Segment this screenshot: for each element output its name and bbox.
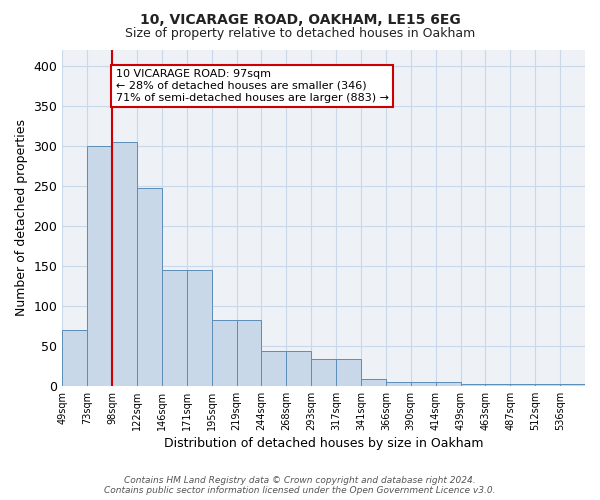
Bar	[361, 380, 386, 386]
Bar	[436, 382, 461, 386]
X-axis label: Distribution of detached houses by size in Oakham: Distribution of detached houses by size …	[164, 437, 484, 450]
Bar	[236, 320, 262, 386]
Bar	[386, 382, 411, 386]
Bar	[262, 350, 286, 386]
Bar	[137, 188, 162, 386]
Bar	[461, 384, 485, 386]
Bar	[87, 146, 112, 386]
Y-axis label: Number of detached properties: Number of detached properties	[15, 120, 28, 316]
Text: 10, VICARAGE ROAD, OAKHAM, LE15 6EG: 10, VICARAGE ROAD, OAKHAM, LE15 6EG	[140, 12, 460, 26]
Text: Size of property relative to detached houses in Oakham: Size of property relative to detached ho…	[125, 28, 475, 40]
Bar	[162, 270, 187, 386]
Bar	[511, 384, 535, 386]
Text: 10 VICARAGE ROAD: 97sqm
← 28% of detached houses are smaller (346)
71% of semi-d: 10 VICARAGE ROAD: 97sqm ← 28% of detache…	[116, 70, 389, 102]
Bar	[535, 384, 560, 386]
Bar	[311, 360, 336, 386]
Bar	[187, 270, 212, 386]
Bar	[411, 382, 436, 386]
Bar	[336, 360, 361, 386]
Text: Contains HM Land Registry data © Crown copyright and database right 2024.
Contai: Contains HM Land Registry data © Crown c…	[104, 476, 496, 495]
Bar	[286, 350, 311, 386]
Bar	[485, 384, 511, 386]
Bar	[560, 384, 585, 386]
Bar	[212, 320, 236, 386]
Bar	[112, 142, 137, 386]
Bar	[62, 330, 87, 386]
